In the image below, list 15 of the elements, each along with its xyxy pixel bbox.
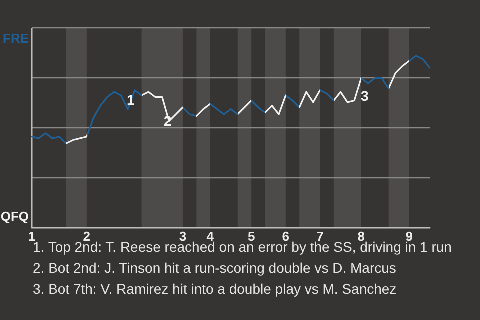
x-tick-label: 6 (282, 229, 290, 244)
x-tick-label: 7 (316, 229, 324, 244)
text: QFQ (0, 209, 30, 224)
annotation: 3 (361, 88, 369, 104)
x-tick-label: 3 (179, 229, 187, 244)
x-tick-label: 5 (248, 229, 256, 244)
text: FRE (3, 31, 30, 46)
x-tick-label: 8 (358, 229, 365, 244)
annotation: 1 (127, 92, 135, 108)
text: 3. Bot 7th: V. Ramirez hit into a double play vs M. Sanchez (33, 281, 397, 297)
x-tick-label: 9 (406, 229, 414, 244)
text: 2. Bot 2nd: J. Tinson hit a run-scoring double vs D. Marcus (33, 260, 396, 276)
x-tick-label: 2 (83, 229, 91, 244)
x-tick-label: 1 (28, 229, 36, 244)
x-tick-label: 4 (206, 229, 215, 244)
